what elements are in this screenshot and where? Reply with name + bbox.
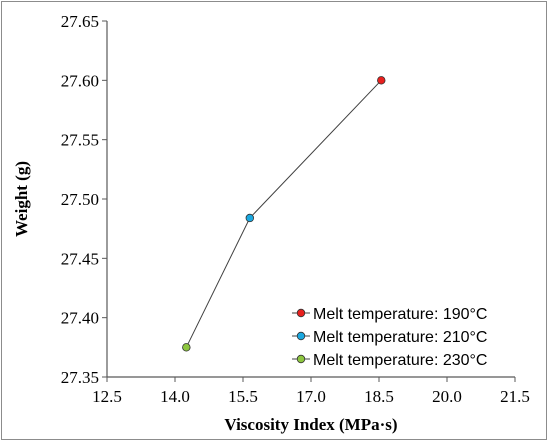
data-point-2 <box>245 213 254 223</box>
legend-item: Melt temperature: 210°C <box>292 329 487 346</box>
x-tick-label: 12.5 <box>92 387 122 406</box>
legend-marker <box>296 308 306 318</box>
y-tick-label: 27.45 <box>61 249 99 268</box>
x-tick-label: 18.5 <box>364 387 394 406</box>
x-tick-label: 20.0 <box>432 387 462 406</box>
x-tick-label: 21.5 <box>500 387 530 406</box>
x-tick-labels: 12.5 14.0 15.5 17.0 18.5 20.0 21.5 <box>92 387 530 406</box>
legend-label: Melt temperature: 190°C <box>313 306 487 323</box>
y-tick-label: 27.50 <box>61 190 99 209</box>
data-point-1 <box>377 76 386 85</box>
x-tick-label: 17.0 <box>296 387 326 406</box>
x-tick-label: 15.5 <box>228 387 258 406</box>
legend-marker <box>296 331 306 341</box>
legend-marker <box>296 354 306 364</box>
y-tick-label: 27.40 <box>61 309 99 328</box>
y-axis-title: Weight (g) <box>12 161 31 237</box>
y-tick-label: 27.35 <box>61 368 99 387</box>
legend-label: Melt temperature: 230°C <box>313 352 487 369</box>
legend-item: Melt temperature: 230°C <box>292 352 487 369</box>
x-axis-title: Viscosity Index (MPa·s) <box>224 415 397 434</box>
data-point-3 <box>182 343 191 352</box>
legend-item: Melt temperature: 190°C <box>292 306 487 323</box>
legend-label: Melt temperature: 210°C <box>313 329 487 346</box>
x-tick-label: 14.0 <box>160 387 190 406</box>
y-tick-label: 27.60 <box>61 71 99 90</box>
data-points <box>182 76 386 352</box>
axes <box>102 20 516 382</box>
legend: Melt temperature: 190°C Melt temperature:… <box>292 306 487 369</box>
y-tick-labels: 27.35 27.40 27.45 27.50 27.55 27.60 27.65 <box>61 12 99 387</box>
y-tick-label: 27.55 <box>61 131 99 150</box>
y-tick-label: 27.65 <box>61 12 99 31</box>
